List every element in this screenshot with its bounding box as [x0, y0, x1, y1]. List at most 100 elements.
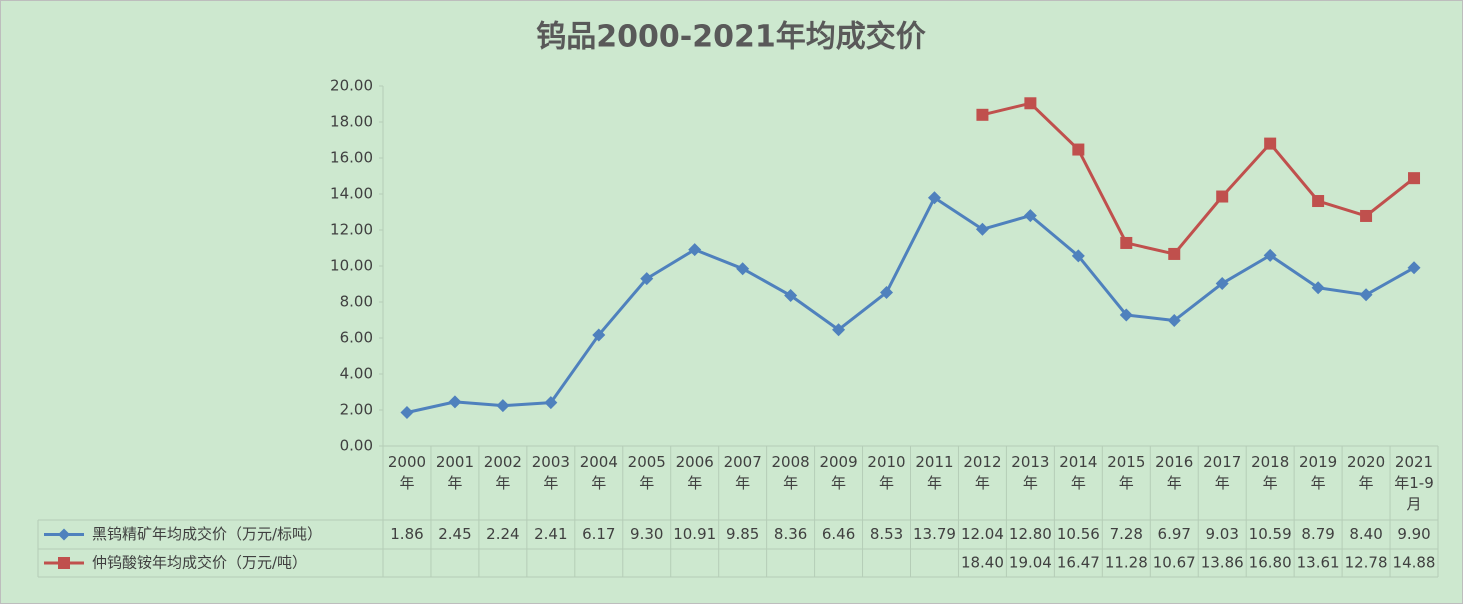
- table-value: 2.41: [534, 525, 567, 543]
- table-value: 10.67: [1153, 554, 1196, 572]
- marker: [1167, 314, 1181, 328]
- marker: [1120, 236, 1133, 249]
- x-tick-label: 2019年: [1299, 453, 1338, 492]
- x-label-box: 2020年: [1346, 453, 1386, 492]
- marker: [1216, 190, 1229, 203]
- y-tick-label: 6.00: [340, 329, 373, 347]
- marker: [1311, 281, 1325, 295]
- x-tick-label: 2009年: [819, 453, 858, 492]
- marker: [1023, 209, 1037, 223]
- x-tick-label: 2000年: [387, 453, 427, 492]
- x-label-box: 2021年1-9月: [1394, 453, 1434, 513]
- table-value: 9.90: [1397, 525, 1430, 543]
- marker: [1071, 249, 1085, 263]
- y-tick-label: 0.00: [340, 437, 373, 455]
- marker: [1263, 248, 1277, 262]
- marker: [832, 323, 846, 337]
- legend-label: 黑钨精矿年均成交价（万元/标吨）: [92, 525, 322, 543]
- x-tick-label: 2013年: [1011, 453, 1050, 492]
- chart-title: 钨品2000-2021年均成交价: [536, 20, 925, 55]
- table-value: 16.47: [1057, 554, 1100, 572]
- x-tick-label: 2020年: [1346, 453, 1386, 492]
- y-tick-label: 12.00: [330, 221, 373, 239]
- y-tick-label: 18.00: [330, 113, 373, 131]
- table-value: 6.46: [822, 525, 855, 543]
- table-value: 7.28: [1110, 525, 1143, 543]
- x-label-box: 2018年: [1251, 453, 1290, 492]
- table-value: 12.80: [1009, 525, 1052, 543]
- x-label-box: 2002年: [483, 453, 522, 492]
- x-label-box: 2012年: [963, 453, 1001, 492]
- table-value: 6.97: [1158, 525, 1191, 543]
- table-value: 8.36: [774, 525, 807, 543]
- x-tick-label: 2004年: [579, 453, 618, 492]
- y-tick-label: 14.00: [330, 185, 373, 203]
- x-label-box: 2010年: [867, 453, 905, 492]
- x-label-box: 2013年: [1011, 453, 1050, 492]
- y-tick-label: 8.00: [340, 293, 373, 311]
- table-value: 19.04: [1009, 554, 1052, 572]
- marker: [927, 191, 941, 205]
- marker: [1072, 143, 1085, 156]
- x-label-box: 2000年: [387, 453, 427, 492]
- table-value: 2.45: [438, 525, 471, 543]
- marker: [688, 243, 702, 257]
- x-tick-label: 2021年1-9月: [1394, 453, 1434, 513]
- x-tick-label: 2007年: [723, 453, 762, 492]
- x-label-box: 2008年: [772, 453, 810, 492]
- marker: [496, 399, 510, 413]
- marker: [1408, 172, 1421, 185]
- x-tick-label: 2002年: [483, 453, 522, 492]
- y-tick-label: 10.00: [330, 257, 373, 275]
- x-label-box: 2015年: [1107, 453, 1146, 492]
- table-value: 9.85: [726, 525, 759, 543]
- table-value: 14.88: [1393, 554, 1436, 572]
- table-value: 2.24: [486, 525, 519, 543]
- x-label-box: 2005年: [628, 453, 666, 492]
- marker: [784, 289, 798, 303]
- table-value: 10.56: [1057, 525, 1100, 543]
- marker: [448, 395, 462, 409]
- table-value: 12.78: [1345, 554, 1388, 572]
- table-value: 12.04: [961, 525, 1004, 543]
- legend-marker: [58, 528, 70, 541]
- table-value: 18.40: [961, 554, 1004, 572]
- y-tick-label: 2.00: [340, 401, 373, 419]
- x-tick-label: 2014年: [1059, 453, 1098, 492]
- y-tick-label: 20.00: [330, 77, 373, 95]
- series-line: [982, 101, 1415, 256]
- table-value: 9.30: [630, 525, 663, 543]
- marker: [1264, 137, 1277, 150]
- marker: [1407, 261, 1421, 275]
- x-label-box: 2014年: [1059, 453, 1098, 492]
- y-tick-label: 16.00: [330, 149, 373, 167]
- x-tick-label: 2018年: [1251, 453, 1290, 492]
- marker: [592, 328, 606, 342]
- x-tick-label: 2003年: [531, 453, 570, 492]
- table-value: 11.28: [1105, 554, 1148, 572]
- x-tick-label: 2011年: [915, 453, 954, 492]
- marker: [1168, 247, 1181, 260]
- marker: [400, 406, 414, 420]
- marker: [640, 272, 654, 286]
- marker: [736, 262, 750, 276]
- x-label-box: 2009年: [819, 453, 858, 492]
- marker: [1360, 209, 1373, 222]
- marker: [1119, 308, 1133, 322]
- table-value: 13.86: [1201, 554, 1244, 572]
- x-tick-label: 2015年: [1107, 453, 1146, 492]
- x-tick-label: 2017年: [1203, 453, 1242, 492]
- x-label-box: 2019年: [1299, 453, 1338, 492]
- x-label-box: 2003年: [531, 453, 570, 492]
- table-value: 16.80: [1249, 554, 1292, 572]
- x-label-box: 2001年: [436, 453, 474, 492]
- marker: [1215, 276, 1229, 290]
- marker: [1024, 97, 1037, 110]
- table-value: 13.61: [1297, 554, 1340, 572]
- x-tick-label: 2006年: [675, 453, 714, 492]
- series-line: [406, 196, 1415, 414]
- x-label-box: 2017年: [1203, 453, 1242, 492]
- y-tick-label: 4.00: [340, 365, 373, 383]
